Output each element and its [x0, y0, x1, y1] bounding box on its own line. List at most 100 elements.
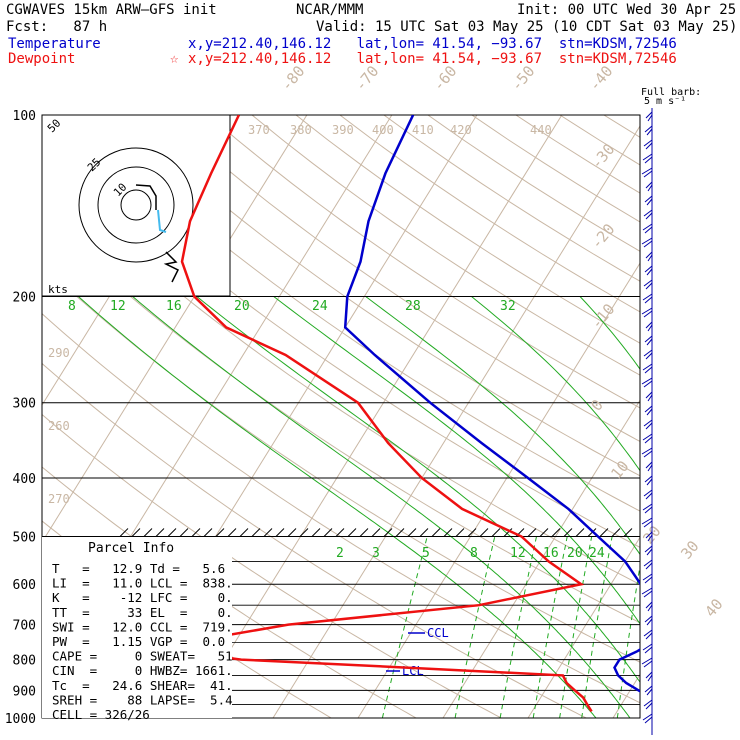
- pressure-tick-label: 100: [13, 109, 36, 124]
- isotherm-line: [357, 262, 640, 718]
- dry-adiabat-line: [207, 115, 640, 409]
- theta-label: 380: [290, 123, 312, 137]
- mixing-ratio-line: [454, 536, 496, 718]
- wind-barb: [642, 363, 653, 374]
- mixing-ratio-label: 20: [567, 546, 583, 561]
- pressure-tick-label: 300: [13, 397, 36, 412]
- wind-barb: [643, 489, 653, 500]
- hodograph-frame: [41, 114, 231, 297]
- mixing-ratio-line: [381, 536, 428, 718]
- mixing-ratio-label: 24: [589, 546, 605, 561]
- wind-barb: [641, 307, 653, 318]
- parcel-title: Parcel Info: [88, 541, 174, 556]
- mixing-ratio-line: [670, 537, 694, 719]
- dry-adiabat-line: [42, 313, 640, 704]
- wind-barb: [642, 643, 653, 654]
- pressure-tick-label: 500: [13, 530, 36, 545]
- theta-label: 290: [48, 346, 70, 360]
- freezing-hatch: [263, 528, 273, 537]
- forecast-hour: Fcst: 87 h: [6, 19, 108, 35]
- freezing-hatch: [563, 528, 573, 537]
- dry-adiabat-line: [603, 115, 640, 138]
- freezing-hatch: [539, 528, 549, 537]
- freezing-hatch: [311, 528, 321, 537]
- temperature-line: [343, 115, 640, 693]
- wind-barb: [644, 615, 653, 626]
- wind-barb: [645, 531, 653, 542]
- parcel-row: SWI = 12.0 CCL = 719.: [52, 619, 233, 634]
- sounding-series: [176, 115, 640, 713]
- wind-barb-title: Full barb:: [641, 87, 701, 98]
- moist-adiabat-line: [675, 297, 740, 719]
- theta-label: 400: [372, 123, 394, 137]
- freezing-hatch: [323, 528, 333, 537]
- hodograph-units: kts: [48, 283, 68, 296]
- freezing-hatch: [443, 528, 453, 537]
- org-label: NCAR/MMM: [296, 2, 364, 18]
- parcel-info-box: Parcel Info T = 12.9 Td = 5.6LI = 11.0 LC…: [42, 537, 233, 722]
- moist-adiabat-line: [365, 296, 640, 556]
- dewpoint-location: x,y=212.40,146.12 lat,lon= 41.54, −93.67…: [188, 51, 677, 67]
- moist-adiabat-line: [273, 296, 640, 625]
- wind-barb: [641, 447, 653, 458]
- wind-barb: [643, 349, 653, 360]
- wind-barb: [645, 181, 653, 192]
- dewpoint-legend-label: Dewpoint: [8, 51, 76, 67]
- freezing-hatch: [287, 528, 297, 537]
- freezing-hatch: [503, 528, 513, 537]
- freezing-hatch: [599, 528, 609, 537]
- dry-adiabat-line: [339, 115, 640, 313]
- dry-adiabat-line: [42, 124, 640, 548]
- freezing-hatch: [383, 528, 393, 537]
- freezing-hatch: [431, 528, 441, 537]
- wind-barb: [645, 321, 653, 332]
- mixing-ratio-label: 5: [422, 546, 430, 561]
- hodograph-trace: [135, 184, 157, 210]
- pressure-tick-label: 1000: [5, 712, 36, 727]
- isotherm-tick-label: -60: [429, 62, 460, 94]
- mixing-ratio-label: 2: [336, 546, 344, 561]
- dry-adiabat-line: [42, 170, 640, 586]
- temperature-legend-label: Temperature: [8, 36, 101, 52]
- dry-adiabat-line: [163, 115, 640, 443]
- wind-barb: [642, 223, 653, 234]
- wind-barb: [644, 405, 653, 416]
- mixing-ratio-line: [690, 537, 712, 719]
- wind-barb: [644, 125, 653, 136]
- theta-label: 370: [248, 123, 270, 137]
- wind-barb: [643, 559, 653, 570]
- wind-barb-units: 5 m s⁻¹: [644, 96, 686, 107]
- wind-barb: [644, 265, 653, 276]
- wind-barb: [643, 419, 653, 430]
- mixing-ratio-line: [646, 537, 671, 719]
- parcel-row: TT = 33 EL = 0.: [52, 605, 233, 620]
- moist-adiabat-label: 32: [500, 299, 516, 314]
- parcel-row: K = -12 LFC = 0.: [52, 590, 233, 605]
- isotherm-line: [527, 536, 640, 718]
- isotherm-tick-label: -20: [587, 220, 618, 252]
- init-label: Init: 00 UTC Wed 30 Apr 25: [517, 2, 737, 18]
- parcel-row: T = 12.9 Td = 5.6: [52, 561, 225, 576]
- mixing-ratio-label: 3: [372, 546, 380, 561]
- parcel-box-bg: [42, 537, 232, 718]
- wind-barb: [643, 699, 653, 710]
- isotherm-tick-label: 40: [701, 595, 726, 620]
- mixing-ratio-line: [724, 537, 740, 719]
- dry-adiabat-line: [42, 413, 503, 718]
- freezing-hatch: [407, 528, 417, 537]
- parcel-row: PW = 1.15 VGP = 0.0: [52, 634, 225, 649]
- dewpoint-marker-icon: ☆: [170, 51, 179, 67]
- ccl-label: CCL: [427, 626, 449, 640]
- isotherm-line: [42, 115, 308, 544]
- isotherm-tick-label: 0: [587, 396, 607, 414]
- wind-barb: [641, 167, 653, 178]
- wind-barb: [645, 671, 653, 682]
- freezing-hatch: [131, 528, 141, 537]
- wind-barb: [644, 195, 653, 206]
- theta-label: 260: [48, 419, 70, 433]
- freezing-hatch: [479, 528, 489, 537]
- wind-barb: [645, 111, 653, 122]
- mixing-ratio-label: 16: [543, 546, 559, 561]
